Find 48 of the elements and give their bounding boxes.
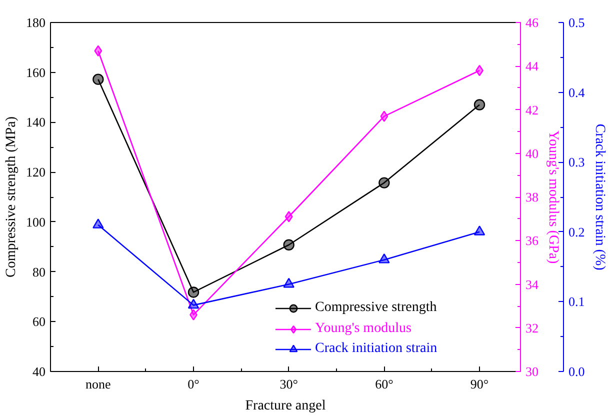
- y-tick-label: 120: [26, 164, 46, 180]
- y2-tick-label: 34: [526, 276, 539, 292]
- y-tick-label: 140: [26, 114, 46, 130]
- point: [188, 286, 200, 298]
- y2-tick-label: 32: [526, 320, 538, 336]
- y2-tick-label: 44: [526, 58, 539, 74]
- y2-tick-label: 30: [526, 364, 538, 379]
- y-tick-label: 80: [32, 264, 46, 280]
- y3-tick-label: 0.0: [568, 364, 585, 379]
- y3-tick-label: 0.3: [568, 154, 585, 170]
- point: [283, 278, 294, 288]
- point: [378, 177, 390, 188]
- legend-label: Young's modulus: [315, 320, 412, 338]
- y-tick-label: 160: [26, 64, 46, 80]
- point: [474, 99, 486, 110]
- y3-tick-label: 0.1: [568, 294, 585, 310]
- y-tick-label: 180: [26, 15, 46, 30]
- x-tick-label: 60°: [375, 376, 394, 392]
- y-tick-label: 100: [26, 214, 46, 230]
- point: [92, 74, 104, 85]
- x-tick-label: none: [86, 376, 112, 392]
- point: [380, 110, 388, 122]
- point: [92, 218, 104, 228]
- y2-tick-label: 38: [526, 190, 538, 204]
- y3-tick-label: 0.4: [568, 84, 586, 100]
- x-axis-title: Fracture angel: [245, 398, 326, 414]
- y2-tick-label: 36: [526, 233, 539, 248]
- legend-label: Crack initiation strain: [315, 340, 438, 358]
- point: [94, 45, 102, 56]
- y3-tick-label: 0.2: [568, 224, 585, 240]
- x-tick-label: 90°: [470, 376, 489, 392]
- point: [188, 298, 200, 309]
- x-tick-label: 30°: [280, 376, 298, 392]
- y2-tick-label: 46: [526, 15, 539, 30]
- y3-axis-title: Crack initiation strain (%): [592, 124, 607, 271]
- point: [284, 211, 293, 222]
- y-axis-title: Compressive strength (MPa): [4, 116, 19, 278]
- x-tick-label: 0°: [188, 376, 200, 392]
- y-tick-label: 40: [32, 364, 46, 379]
- legend-label: Compressive strength: [315, 299, 437, 317]
- point: [283, 239, 294, 250]
- y2-tick-label: 40: [526, 146, 538, 161]
- y2-axis-title: Young's modulus (GPa): [546, 130, 560, 264]
- point: [378, 253, 390, 264]
- point: [474, 226, 486, 236]
- y3-tick-label: 0.5: [568, 15, 585, 30]
- y-tick-label: 60: [32, 314, 46, 330]
- y2-tick-label: 42: [526, 102, 538, 118]
